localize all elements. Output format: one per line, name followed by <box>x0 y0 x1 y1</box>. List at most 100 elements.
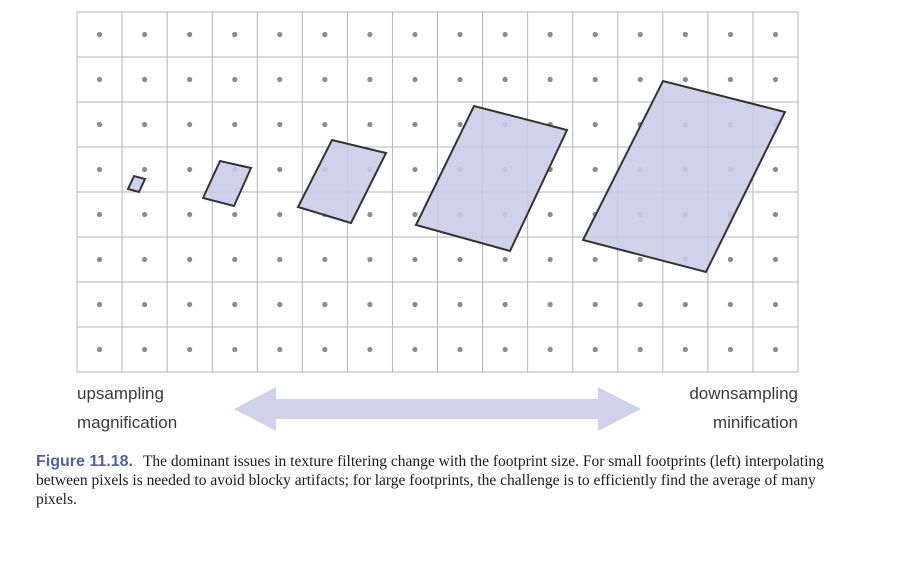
pixel-center-dot <box>727 256 734 263</box>
pixel-center-dot <box>187 76 193 83</box>
pixel-center-dot <box>547 31 553 38</box>
pixel-center-dot <box>96 166 103 173</box>
pixel-center-dot <box>637 31 643 38</box>
pixel-center-dot <box>547 256 553 263</box>
figure-caption: Figure 11.18. The dominant issues in text… <box>36 452 856 509</box>
pixel-center-dot <box>96 121 103 128</box>
pixel-center-dot <box>277 76 283 83</box>
footprints <box>126 79 787 274</box>
pixel-center-dot <box>457 76 463 83</box>
pixel-center-dot <box>412 346 418 353</box>
pixel-center-dot <box>277 166 283 173</box>
pixel-center-dot <box>367 301 373 308</box>
pixel-center-dot <box>727 301 734 308</box>
pixel-center-dot <box>322 31 328 38</box>
pixel-center-dot <box>772 166 779 173</box>
pixel-center-dot <box>187 256 193 263</box>
footprint-1 <box>126 174 147 194</box>
pixel-center-dot <box>322 346 328 353</box>
pixel-center-dot <box>412 211 418 218</box>
footprint-5 <box>581 79 787 274</box>
pixel-center-dot <box>772 76 779 83</box>
double-headed-arrow <box>234 387 641 431</box>
pixel-center-dot <box>187 346 193 353</box>
pixel-center-dot <box>502 256 508 263</box>
pixel-center-dot <box>232 121 238 128</box>
pixel-center-dot <box>141 211 148 218</box>
pixel-center-dot <box>502 76 508 83</box>
pixel-center-dot <box>727 346 734 353</box>
pixel-center-dot <box>367 76 373 83</box>
pixel-center-dot <box>367 256 373 263</box>
pixel-center-dot <box>322 256 328 263</box>
pixel-center-dot <box>187 301 193 308</box>
pixel-center-dot <box>187 121 193 128</box>
pixel-center-dot <box>96 256 103 263</box>
pixel-center-dot <box>592 31 598 38</box>
pixel-center-dot <box>232 346 238 353</box>
pixel-center-dot <box>232 256 238 263</box>
pixel-center-dot <box>141 301 148 308</box>
pixel-center-dot <box>592 121 598 128</box>
pixel-center-dot <box>772 256 779 263</box>
pixel-center-dot <box>412 301 418 308</box>
pixel-center-dot <box>592 301 598 308</box>
pixel-center-dot <box>502 301 508 308</box>
pixel-center-dot <box>412 166 418 173</box>
pixel-center-dot <box>141 256 148 263</box>
pixel-center-dot <box>682 31 688 38</box>
pixel-center-dot <box>187 166 193 173</box>
footprint-2 <box>201 159 253 208</box>
pixel-center-dot <box>277 301 283 308</box>
pixel-center-dot <box>592 166 598 173</box>
pixel-center-dot <box>141 166 148 173</box>
pixel-center-dot <box>457 31 463 38</box>
pixel-center-dot <box>141 31 148 38</box>
pixel-center-dot <box>457 301 463 308</box>
upsampling-label: upsampling <box>77 384 164 403</box>
pixel-center-dot <box>322 121 328 128</box>
pixel-center-dot <box>547 76 553 83</box>
pixel-center-dot <box>412 31 418 38</box>
pixel-center-dot <box>367 346 373 353</box>
pixel-center-dot <box>187 211 193 218</box>
pixel-center-dot <box>141 346 148 353</box>
pixel-center-dot <box>637 301 643 308</box>
pixel-center-dot <box>277 211 283 218</box>
pixel-center-dot <box>367 121 373 128</box>
pixel-center-dot <box>96 346 103 353</box>
pixel-center-dot <box>187 31 193 38</box>
pixel-center-dot <box>637 76 643 83</box>
pixel-center-dot <box>457 121 463 128</box>
pixel-center-dot <box>232 211 238 218</box>
pixel-center-dot <box>592 256 598 263</box>
pixel-center-dot <box>682 76 688 83</box>
pixel-center-dot <box>96 76 103 83</box>
pixel-center-dot <box>96 31 103 38</box>
magnification-label: magnification <box>77 413 178 432</box>
pixel-center-dot <box>141 121 148 128</box>
pixel-center-dot <box>772 346 779 353</box>
pixel-center-dot <box>547 211 553 218</box>
pixel-center-dot <box>457 346 463 353</box>
pixel-center-dot <box>322 301 328 308</box>
pixel-center-dot <box>141 76 148 83</box>
minification-label: minification <box>712 413 798 432</box>
pixel-center-dot <box>727 31 734 38</box>
pixel-center-dot <box>502 31 508 38</box>
footprint-3 <box>296 138 388 225</box>
pixel-center-dot <box>592 76 598 83</box>
pixel-center-dot <box>772 211 779 218</box>
pixel-center-dot <box>96 301 103 308</box>
pixel-center-dot <box>412 76 418 83</box>
pixel-center-dot <box>457 256 463 263</box>
pixel-center-dot <box>412 121 418 128</box>
pixel-center-dot <box>547 346 553 353</box>
pixel-center-dot <box>502 346 508 353</box>
pixel-center-dot <box>772 31 779 38</box>
pixel-center-dot <box>277 256 283 263</box>
downsampling-label: downsampling <box>689 384 798 403</box>
pixel-center-dot <box>637 346 643 353</box>
pixel-center-dot <box>727 76 734 83</box>
pixel-center-dot <box>277 346 283 353</box>
